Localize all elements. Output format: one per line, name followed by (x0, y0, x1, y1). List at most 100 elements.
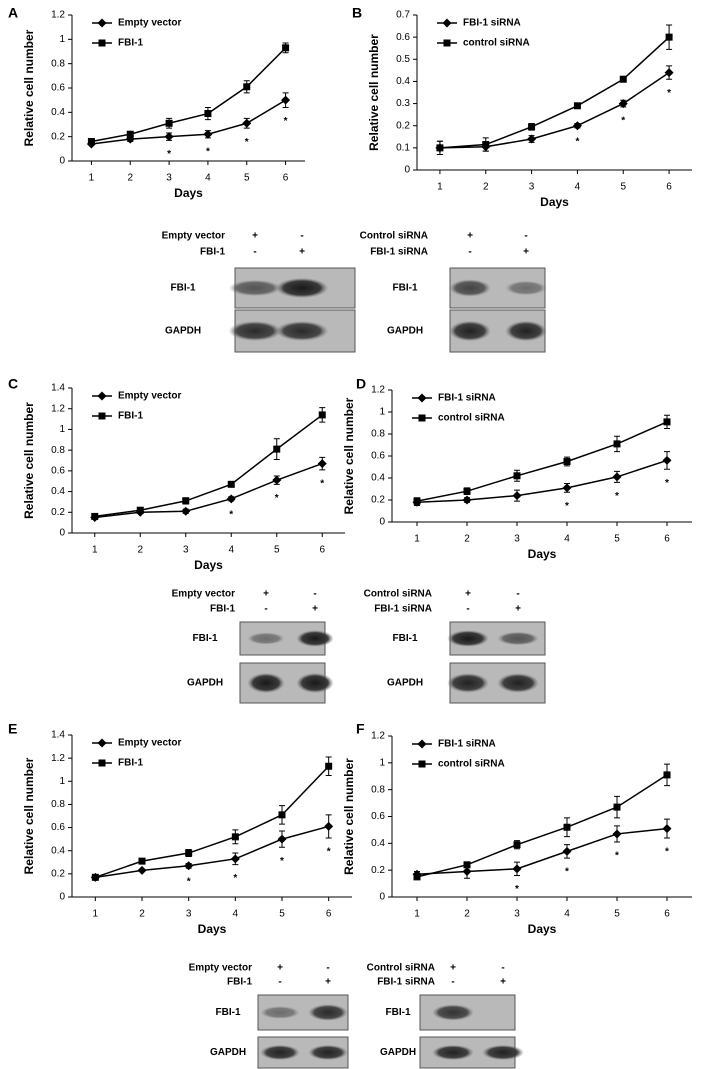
y-tick-label: 0.6 (51, 465, 65, 476)
blot-band (505, 320, 547, 342)
y-tick-label: 0.4 (51, 486, 65, 497)
blot-band (449, 320, 491, 342)
y-tick-label: 0.6 (371, 811, 385, 822)
blot-band (247, 672, 285, 694)
series-line (416, 827, 668, 875)
y-axis-title: Relative cell number (367, 34, 381, 151)
panel-label: E (8, 721, 17, 737)
y-tick-label: 1 (379, 407, 385, 418)
y-tick-label: 0.5 (396, 54, 410, 65)
marker (137, 865, 147, 875)
condition-label: Empty vector (189, 963, 252, 974)
x-axis-title: Days (528, 547, 557, 561)
x-tick-label: 5 (279, 909, 285, 920)
x-tick-label: 1 (93, 909, 99, 920)
x-tick-label: 6 (666, 182, 672, 193)
marker (98, 759, 106, 767)
marker (97, 738, 107, 748)
y-tick-label: 1.2 (51, 753, 65, 764)
y-tick-label: 0.6 (396, 32, 410, 43)
marker (97, 18, 107, 28)
y-tick-label: 0 (404, 165, 410, 176)
y-axis-title: Relative cell number (22, 402, 36, 519)
blot-band (275, 277, 329, 299)
legend-label: Empty vector (118, 18, 181, 29)
y-tick-label: 1.4 (51, 730, 65, 741)
marker (417, 739, 427, 749)
x-tick-label: 6 (283, 173, 289, 184)
y-tick-label: 0.4 (51, 107, 65, 118)
condition-sign: - (326, 963, 329, 974)
significance-mark: * (575, 137, 579, 148)
x-tick-label: 4 (228, 545, 234, 556)
condition-sign: - (253, 247, 256, 258)
y-tick-label: 0.2 (51, 507, 65, 518)
marker (613, 803, 621, 811)
marker (665, 33, 673, 41)
blot-band (228, 320, 282, 342)
significance-mark: * (667, 88, 671, 99)
condition-label: FBI-1 siRNA (374, 604, 432, 615)
x-tick-label: 1 (92, 545, 98, 556)
blot-band (308, 1044, 348, 1061)
y-tick-label: 0 (379, 892, 385, 903)
series-line (416, 421, 668, 502)
marker (164, 132, 174, 142)
x-tick-label: 2 (137, 545, 143, 556)
marker (462, 867, 472, 877)
condition-sign: - (501, 963, 504, 974)
marker (413, 497, 421, 505)
marker (230, 854, 240, 864)
x-tick-label: 6 (326, 909, 332, 920)
marker (87, 138, 95, 146)
x-tick-label: 4 (205, 173, 211, 184)
blot-band (447, 630, 489, 647)
y-tick-label: 0.8 (51, 58, 65, 69)
condition-sign: - (451, 977, 454, 988)
marker (184, 861, 194, 871)
series-line (94, 414, 323, 518)
condition-label: Empty vector (162, 231, 225, 242)
y-tick-label: 0.1 (396, 142, 410, 153)
condition-sign: + (465, 589, 471, 600)
y-tick-label: 0.8 (371, 784, 385, 795)
significance-mark: * (665, 478, 669, 489)
condition-sign: + (500, 977, 506, 988)
marker (185, 849, 193, 857)
condition-label: FBI-1 (210, 604, 235, 615)
marker (463, 487, 471, 495)
legend-label: FBI-1 (118, 758, 143, 769)
band-label: GAPDH (387, 326, 423, 337)
blot-band (432, 1044, 474, 1061)
condition-sign: - (524, 231, 527, 242)
marker (242, 118, 252, 128)
y-tick-label: 0.6 (51, 83, 65, 94)
series-line (439, 36, 670, 149)
marker (181, 506, 191, 516)
x-axis-title: Days (198, 922, 227, 936)
series-line (95, 825, 329, 879)
significance-mark: * (206, 147, 210, 158)
x-tick-label: 4 (233, 909, 239, 920)
condition-sign: + (523, 247, 529, 258)
series-line (439, 71, 670, 149)
panel-label: F (356, 721, 365, 737)
marker (663, 418, 671, 426)
significance-mark: * (565, 501, 569, 512)
band-label: GAPDH (165, 326, 201, 337)
condition-label: Empty vector (172, 589, 235, 600)
marker (463, 861, 471, 869)
marker (663, 771, 671, 779)
series-line (416, 774, 668, 878)
x-tick-label: 4 (575, 182, 581, 193)
panel-label: D (356, 376, 366, 392)
series-line (95, 765, 330, 879)
significance-mark: * (187, 877, 191, 888)
y-tick-label: 0.3 (396, 98, 410, 109)
marker (442, 18, 452, 28)
x-axis-title: Days (540, 195, 569, 209)
significance-mark: * (615, 491, 619, 502)
legend-label: FBI-1 siRNA (438, 393, 496, 404)
marker (527, 134, 537, 144)
legend-label: control siRNA (438, 759, 505, 770)
